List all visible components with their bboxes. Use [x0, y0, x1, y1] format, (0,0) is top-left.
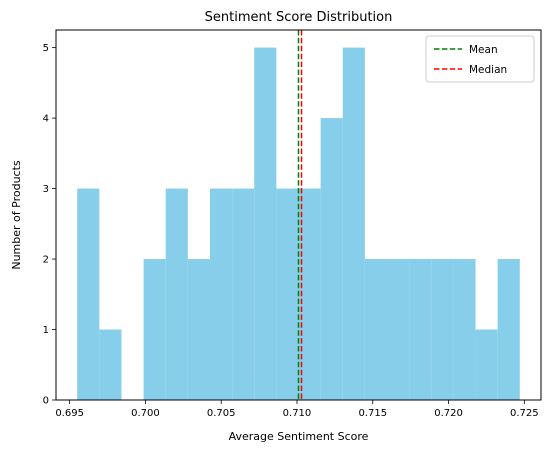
x-tick-label: 0.695 — [55, 408, 84, 419]
histogram-bar — [431, 259, 454, 400]
y-tick-label: 3 — [43, 184, 49, 195]
histogram-bar — [298, 188, 321, 400]
histogram-bar — [409, 259, 432, 400]
y-axis-ticks: 0 1 2 3 4 5 — [43, 43, 56, 407]
legend-label-median: Median — [469, 64, 507, 76]
histogram-bar — [497, 259, 520, 400]
chart-title: Sentiment Score Distribution — [205, 10, 393, 25]
histogram-bar — [165, 188, 188, 400]
histogram-bar — [387, 259, 410, 400]
histogram-bar — [209, 188, 233, 400]
legend-box — [425, 35, 535, 83]
histogram-bar — [276, 188, 299, 400]
y-tick-label: 4 — [43, 114, 49, 125]
y-axis-label: Number of Products — [10, 160, 23, 270]
x-axis-label: Average Sentiment Score — [229, 430, 369, 443]
legend-label-mean: Mean — [469, 44, 498, 56]
x-tick-label: 0.720 — [434, 408, 463, 419]
histogram-bar — [254, 47, 277, 400]
y-tick-label: 2 — [43, 255, 49, 266]
histogram-bar — [143, 259, 166, 400]
y-tick-label: 0 — [43, 396, 49, 407]
x-tick-label: 0.700 — [131, 408, 160, 419]
histogram-bar — [320, 118, 343, 400]
histogram-bar — [187, 259, 210, 400]
x-axis-ticks: 0.695 0.700 0.705 0.710 0.715 0.720 0.725 — [55, 400, 539, 419]
y-tick-label: 1 — [43, 325, 49, 336]
histogram-bar — [99, 329, 122, 400]
histogram-bars — [77, 47, 520, 400]
histogram-bar — [342, 47, 365, 400]
histogram-bar — [453, 259, 476, 400]
legend: Mean Median — [425, 35, 535, 83]
histogram-bar — [232, 188, 255, 400]
y-tick-label: 5 — [43, 43, 49, 54]
plot-frame — [55, 29, 542, 401]
histogram-bar — [475, 329, 498, 400]
x-tick-label: 0.725 — [510, 408, 539, 419]
x-tick-label: 0.715 — [358, 408, 387, 419]
reference-lines — [297, 30, 303, 400]
x-tick-label: 0.710 — [283, 408, 312, 419]
histogram-bar — [364, 259, 388, 400]
x-tick-label: 0.705 — [207, 408, 236, 419]
histogram-bar — [77, 188, 100, 400]
